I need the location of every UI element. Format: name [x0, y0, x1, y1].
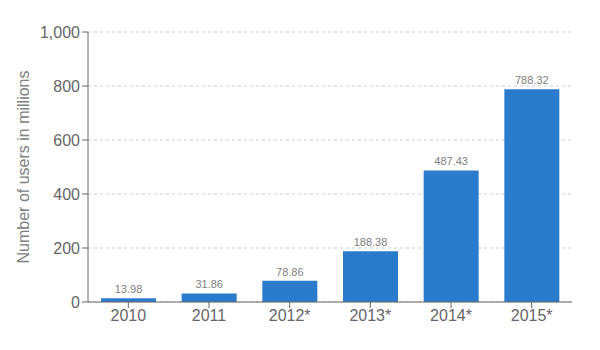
- svg-text:Number of users in millions: Number of users in millions: [15, 71, 32, 264]
- svg-text:800: 800: [53, 78, 80, 95]
- svg-text:200: 200: [53, 240, 80, 257]
- svg-text:2012*: 2012*: [269, 307, 311, 324]
- svg-text:0: 0: [71, 294, 80, 311]
- svg-text:2011: 2011: [192, 307, 227, 324]
- svg-text:13.98: 13.98: [115, 283, 143, 295]
- svg-text:400: 400: [53, 186, 80, 203]
- svg-text:487.43: 487.43: [434, 155, 468, 167]
- svg-text:2014*: 2014*: [430, 307, 472, 324]
- svg-text:31.86: 31.86: [195, 278, 223, 290]
- svg-text:600: 600: [53, 132, 80, 149]
- svg-text:2010: 2010: [111, 307, 147, 324]
- svg-text:788.32: 788.32: [515, 74, 549, 86]
- svg-text:2015*: 2015*: [511, 307, 553, 324]
- svg-text:1,000: 1,000: [40, 24, 80, 41]
- svg-text:188.38: 188.38: [354, 236, 388, 248]
- svg-text:78.86: 78.86: [276, 266, 304, 278]
- svg-text:2013*: 2013*: [349, 307, 391, 324]
